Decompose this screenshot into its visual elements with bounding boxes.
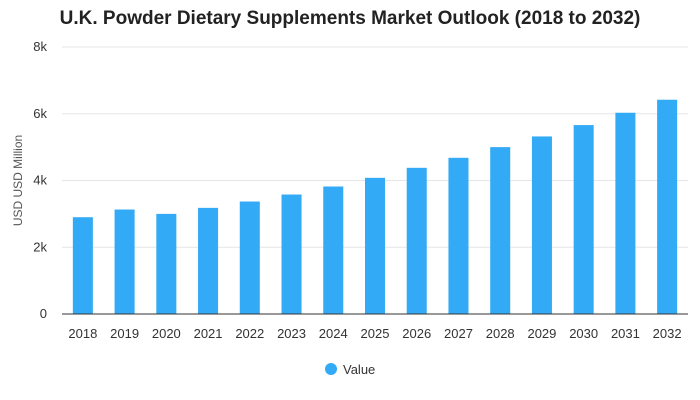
y-axis-ticks: 0 2k 4k 6k 8k [33, 39, 47, 321]
bar-2020[interactable] [156, 213, 177, 314]
x-tick-label: 2029 [527, 326, 556, 341]
x-tick-label: 2030 [569, 326, 598, 341]
y-tick-label: 4k [33, 173, 47, 188]
y-tick-label: 0 [40, 306, 47, 321]
legend[interactable]: Value [325, 362, 375, 377]
x-tick-label: 2021 [194, 326, 223, 341]
bar-2023[interactable] [281, 194, 302, 314]
x-tick-label: 2032 [653, 326, 682, 341]
legend-label-value: Value [343, 362, 375, 377]
x-tick-label: 2019 [110, 326, 139, 341]
x-tick-label: 2024 [319, 326, 348, 341]
bar-2021[interactable] [198, 207, 219, 314]
x-tick-label: 2022 [235, 326, 264, 341]
bar-2025[interactable] [364, 177, 386, 314]
bars [72, 99, 678, 314]
bar-2031[interactable] [615, 112, 636, 314]
y-tick-label: 6k [33, 106, 47, 121]
bar-2028[interactable] [490, 147, 511, 314]
y-tick-label: 2k [33, 239, 47, 254]
bar-2029[interactable] [531, 136, 552, 314]
y-axis-label: USD USD Million [11, 135, 25, 226]
bar-2030[interactable] [573, 125, 594, 314]
x-tick-label: 2020 [152, 326, 181, 341]
x-tick-label: 2018 [68, 326, 97, 341]
x-tick-label: 2028 [486, 326, 515, 341]
bar-2018[interactable] [72, 217, 93, 314]
x-tick-label: 2027 [444, 326, 473, 341]
bar-2027[interactable] [448, 157, 469, 314]
x-tick-label: 2026 [402, 326, 431, 341]
y-tick-label: 8k [33, 39, 47, 54]
x-tick-label: 2025 [361, 326, 390, 341]
bar-2022[interactable] [239, 201, 260, 314]
bar-2019[interactable] [114, 209, 135, 314]
bar-2026[interactable] [406, 167, 427, 314]
bar-2032[interactable] [657, 99, 678, 314]
bar-2024[interactable] [323, 186, 344, 314]
x-tick-label: 2023 [277, 326, 306, 341]
x-tick-label: 2031 [611, 326, 640, 341]
chart-title: U.K. Powder Dietary Supplements Market O… [59, 8, 641, 29]
legend-marker-value [325, 363, 337, 375]
x-axis-ticks: 2018 2019 2020 2021 2022 2023 2024 2025 2026 2027… [68, 326, 681, 341]
